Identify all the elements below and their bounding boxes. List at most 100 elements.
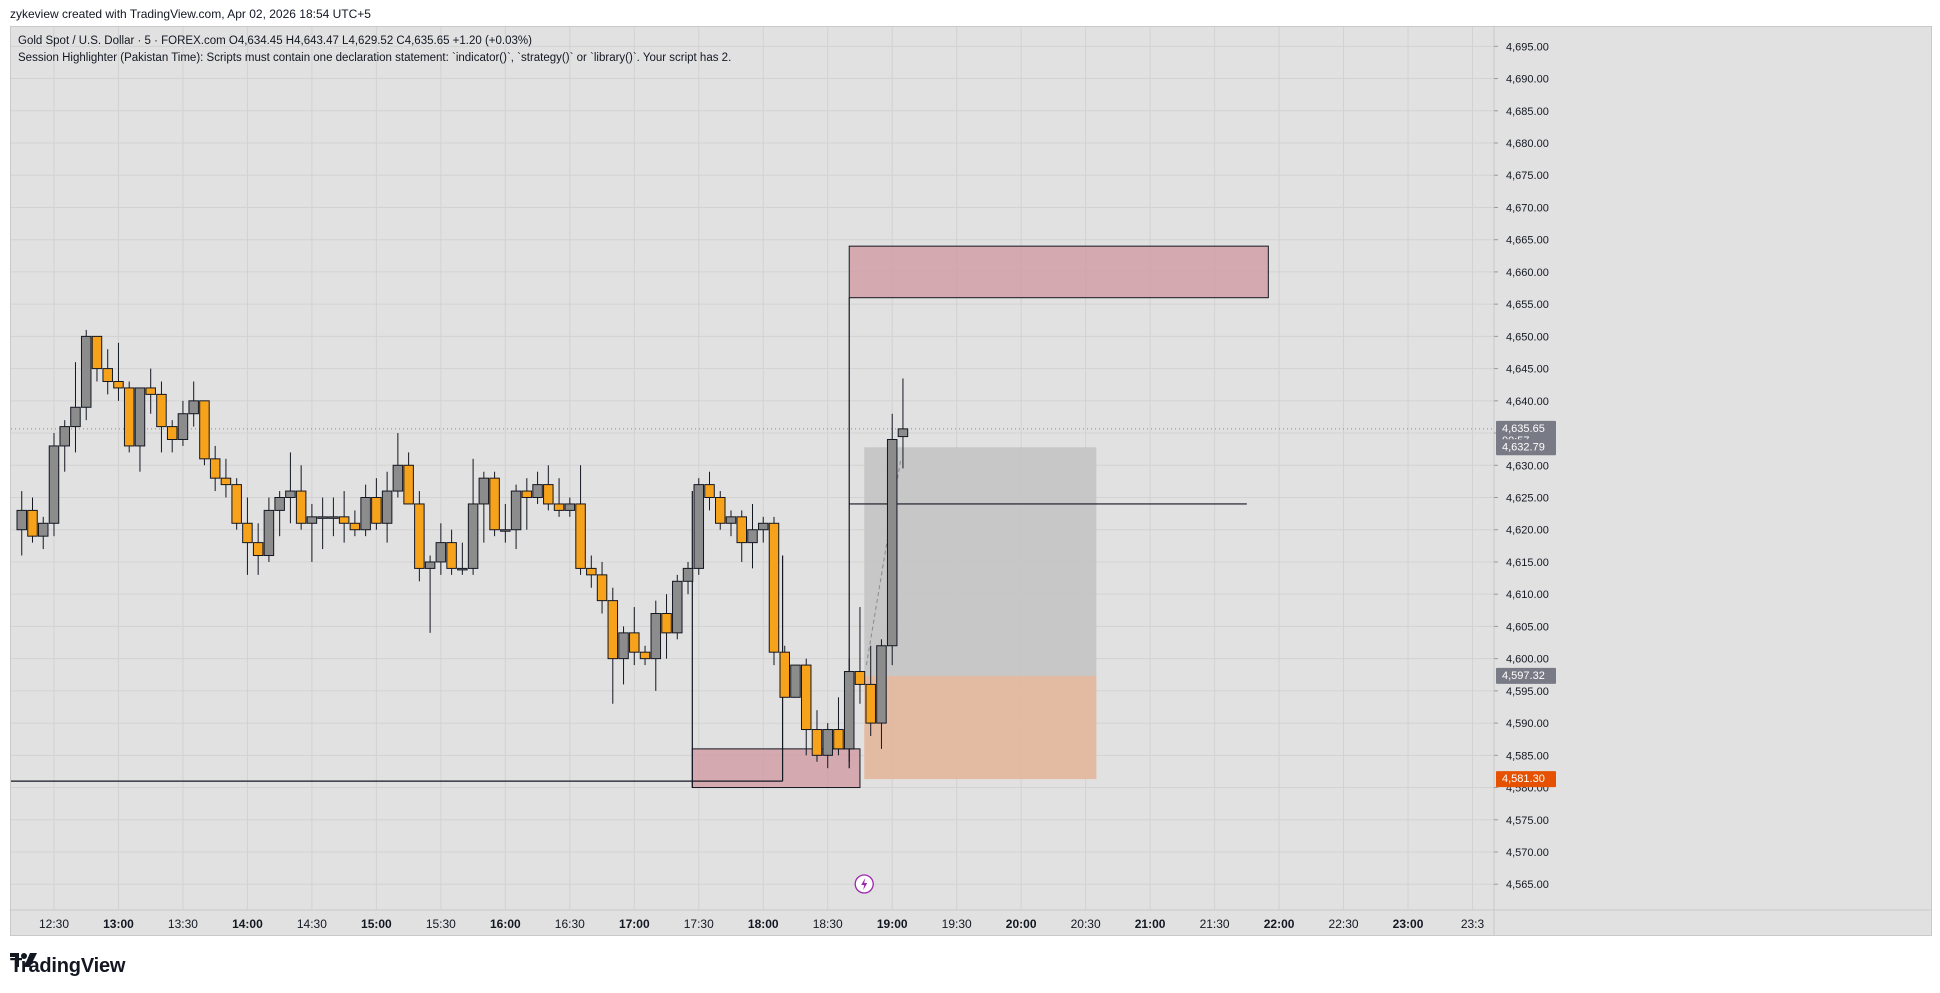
bull-candle (510, 490, 522, 531)
bear-candle (865, 683, 876, 724)
bull-candle (457, 567, 468, 571)
bear-candle (586, 567, 597, 576)
price-tick-label: 4,610.00 (1506, 589, 1549, 601)
bear-candle (833, 729, 844, 750)
price-tick-label: 4,685.00 (1506, 106, 1549, 118)
tradingview-wordmark: TradingView (10, 954, 126, 977)
price-tick-label: 4,620.00 (1506, 525, 1549, 537)
bull-candle (134, 387, 146, 447)
bear-candle (543, 484, 554, 505)
price-tick-label: 4,575.00 (1506, 815, 1549, 827)
bull-candle (747, 529, 758, 544)
bear-candle (607, 600, 619, 660)
bull-candle (672, 580, 683, 634)
price-tick-label: 4,665.00 (1506, 235, 1549, 247)
bear-candle (779, 651, 790, 698)
price-tick-label: 4,565.00 (1506, 879, 1549, 891)
bear-candle (553, 503, 565, 511)
stop-zone (864, 675, 1097, 780)
bear-candle (295, 490, 307, 524)
price-tick-label: 4,650.00 (1506, 331, 1549, 343)
price-tick-label: 4,625.00 (1506, 493, 1549, 505)
bull-candle (822, 729, 833, 756)
time-tick-label: 20:00 (1006, 917, 1037, 931)
stop-price-tag-label: 4,581.30 (1502, 773, 1545, 785)
bear-candle (629, 632, 640, 653)
price-tick-label: 4,615.00 (1506, 557, 1549, 569)
bull-candle (59, 426, 70, 447)
bull-candle (188, 400, 199, 415)
tradingview-footer[interactable]: TradingView (10, 950, 125, 982)
bull-candle (843, 671, 855, 750)
bull-candle (500, 529, 511, 532)
time-tick-label: 15:30 (426, 917, 456, 931)
bear-candle (854, 671, 866, 685)
bull-candle (897, 428, 909, 438)
symbol-ohlc-line[interactable]: Gold Spot / U.S. Dollar · 5 · FOREX.com … (18, 35, 532, 47)
bull-candle (328, 516, 339, 519)
bull-candle (682, 567, 694, 582)
bull-candle (70, 406, 81, 428)
time-tick-label: 17:30 (684, 917, 714, 931)
price-tick-label: 4,630.00 (1506, 460, 1549, 472)
bull-candle (790, 664, 801, 698)
time-tick-label: 18:30 (813, 917, 843, 931)
bear-candle (704, 484, 715, 499)
price-tick-label: 4,585.00 (1506, 750, 1549, 762)
price-tick-label: 4,690.00 (1506, 74, 1549, 86)
time-tick-label: 19:30 (942, 917, 972, 931)
bear-candle (220, 477, 232, 486)
bear-candle (414, 503, 425, 569)
bear-candle (811, 729, 823, 756)
bull-candle (478, 477, 490, 505)
bear-candle (446, 542, 457, 569)
bull-candle (532, 484, 543, 499)
chart-legend: Gold Spot / U.S. Dollar · 5 · FOREX.com … (18, 33, 731, 67)
bull-candle (876, 645, 887, 724)
bull-candle (725, 516, 737, 524)
target-price-tag (1496, 439, 1556, 456)
bear-candle (715, 497, 726, 524)
price-tick-label: 4,675.00 (1506, 170, 1549, 182)
bull-candle (467, 503, 479, 569)
price-tick-label: 4,660.00 (1506, 267, 1549, 279)
price-tick-label: 4,640.00 (1506, 396, 1549, 408)
tradingview-logo-icon (10, 953, 37, 967)
lightning-bolt-icon (861, 878, 868, 890)
bull-candle (424, 561, 436, 569)
target-zone (864, 447, 1097, 676)
bull-candle (285, 490, 296, 499)
bull-candle (306, 516, 318, 524)
price-tick-label: 4,600.00 (1506, 654, 1549, 666)
price-tick-label: 4,605.00 (1506, 621, 1549, 633)
price-tick-label: 4,670.00 (1506, 202, 1549, 214)
bull-candle (360, 497, 371, 531)
price-tick-label: 4,655.00 (1506, 299, 1549, 311)
attribution-text: zykeview created with TradingView.com, A… (10, 7, 371, 21)
bear-candle (521, 490, 533, 499)
time-tick-label: 20:30 (1071, 917, 1101, 931)
time-tick-label: 18:00 (748, 917, 779, 931)
bear-candle (231, 484, 242, 524)
supply-zone (848, 245, 1269, 299)
bull-candle (317, 516, 328, 519)
bear-candle (123, 387, 135, 447)
chart-panel[interactable]: 4,565.00 4,570.00 4,575.00 4,580.00 4,585.00… (10, 26, 1932, 936)
bear-candle (242, 522, 253, 544)
demand-zone (691, 748, 861, 789)
bull-candle (177, 413, 189, 440)
entry-price-tag (1496, 667, 1556, 684)
price-tick-label: 4,680.00 (1506, 138, 1549, 150)
bull-candle (37, 522, 49, 537)
time-tick-label: 14:30 (297, 917, 327, 931)
bear-candle (145, 387, 156, 395)
time-tick-label: 21:00 (1135, 917, 1166, 931)
candlestick-chart[interactable]: 4,565.004,570.004,575.004,580.004,585.00… (11, 27, 1932, 936)
bull-candle (274, 497, 285, 511)
time-tick-label: 17:00 (619, 917, 650, 931)
bear-candle (113, 380, 124, 389)
time-tick-label: 23:00 (1393, 917, 1424, 931)
target-price-tag-label: 4,632.79 (1502, 441, 1545, 453)
last-price-tag-label: 4,635.65 (1502, 423, 1545, 435)
bull-candle (435, 542, 447, 563)
